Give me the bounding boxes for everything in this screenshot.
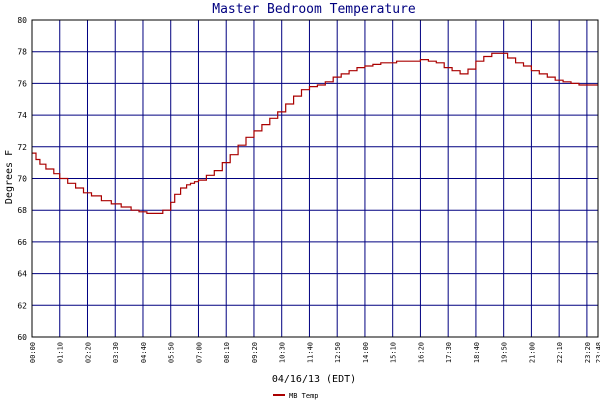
x-tick-label: 19:50 (501, 342, 509, 363)
y-tick-label: 60 (17, 333, 27, 342)
x-tick-label: 18:40 (473, 342, 481, 363)
x-tick-label: 17:30 (445, 342, 453, 363)
x-tick-label: 23:20 (584, 342, 592, 363)
series-line-mb-temp (32, 52, 598, 214)
x-tick-label: 09:20 (251, 342, 259, 363)
x-tick-label: 00:00 (29, 342, 37, 363)
x-tick-label: 23:48 (595, 342, 600, 363)
series-layer (32, 52, 598, 214)
x-axis-label: 04/16/13 (EDT) (272, 374, 356, 385)
y-tick-label: 64 (17, 270, 27, 279)
x-axis-ticks: 00:00 01:10 02:20 03:30 04:40 05:50 07:00 08:10… (29, 342, 600, 363)
x-tick-label: 05:50 (168, 342, 176, 363)
y-axis-label: Degrees F (4, 150, 15, 204)
y-tick-label: 72 (17, 143, 27, 152)
y-tick-label: 80 (17, 16, 27, 25)
x-tick-label: 21:00 (528, 342, 536, 363)
y-tick-label: 74 (17, 111, 27, 120)
x-tick-label: 11:40 (306, 342, 314, 363)
plot-frame (31, 19, 599, 338)
y-tick-label: 62 (17, 301, 27, 310)
y-tick-label: 76 (17, 79, 27, 88)
y-tick-label: 66 (17, 238, 27, 247)
x-tick-label: 16:20 (417, 342, 425, 363)
x-tick-label: 08:10 (223, 342, 231, 363)
chart-title: Master Bedroom Temperature (212, 2, 416, 17)
x-tick-label: 04:40 (140, 342, 148, 363)
y-axis-ticks: 60 62 64 66 68 70 72 74 76 78 80 (17, 16, 27, 342)
x-tick-label: 12:50 (334, 342, 342, 363)
legend-label: MB Temp (289, 392, 319, 400)
legend: MB Temp (273, 392, 319, 400)
x-tick-label: 07:00 (195, 342, 203, 363)
x-tick-label: 03:30 (112, 342, 120, 363)
x-tick-label: 14:00 (362, 342, 370, 363)
y-tick-label: 70 (17, 175, 27, 184)
x-tick-label: 15:10 (390, 342, 398, 363)
x-tick-label: 10:30 (279, 342, 287, 363)
x-tick-label: 02:20 (84, 342, 92, 363)
y-tick-label: 78 (17, 48, 27, 57)
x-tick-label: 22:10 (556, 342, 564, 363)
x-tick-label: 01:10 (57, 342, 65, 363)
y-tick-label: 68 (17, 206, 27, 215)
